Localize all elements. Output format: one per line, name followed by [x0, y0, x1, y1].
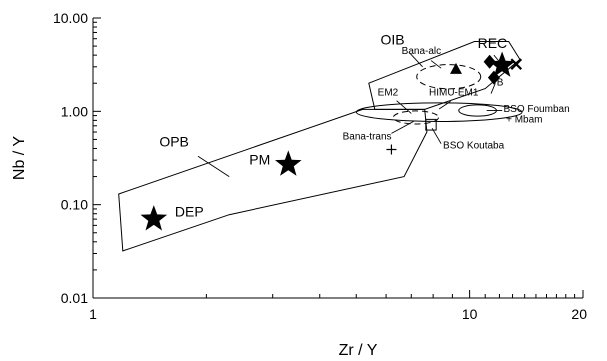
y-tick-label: 10.00: [53, 10, 88, 26]
label-opb: OPB: [159, 133, 189, 149]
x-marker: [510, 58, 523, 70]
label-himu-em1: HIMU-EM1: [429, 87, 479, 98]
y-tick-label: 0.10: [61, 197, 88, 213]
triangle-marker: [449, 62, 462, 74]
leader-himu-em1: [438, 100, 451, 110]
x-axis-title: Zr / Y: [339, 342, 378, 359]
label-dep: DEP: [175, 203, 204, 219]
diamond-marker: [487, 70, 500, 85]
label-oib: OIB: [381, 32, 405, 48]
leader-opb: [197, 155, 230, 177]
x-tick-label: 10: [462, 306, 478, 322]
label-mbam: + Mbam: [506, 114, 542, 125]
axes: 10.00 1.00 0.10 0.011 10 20 Zr / Y Nb / Y: [11, 10, 587, 359]
label-b: B: [497, 77, 504, 88]
data-points: [140, 51, 523, 231]
leader-em2: [396, 100, 412, 114]
label-rec: REC: [478, 35, 508, 51]
field-oib: [368, 41, 521, 110]
ellipse-bana-trans: [392, 110, 439, 125]
y-tick-label: 0.01: [61, 290, 88, 306]
leader-rec: [493, 54, 500, 63]
label-bso-foumban: BSO Foumban: [503, 104, 569, 115]
label-pm: PM: [249, 151, 270, 167]
label-em2: EM2: [378, 87, 399, 98]
leader-bso-koutaba: [431, 127, 442, 144]
x-tick-label: 1: [89, 306, 97, 322]
plot-frame: [92, 18, 583, 299]
y-tick-label: 1.00: [61, 103, 88, 119]
label-bana-alc: Bana-alc: [402, 46, 441, 57]
leader-bana-trans: [391, 121, 414, 134]
rectangle-fields: [425, 118, 437, 131]
dep-star-marker: [140, 205, 168, 231]
plus-marker: [386, 144, 397, 155]
leader-oib: [408, 51, 423, 68]
leader-b: [490, 83, 496, 94]
label-bana-trans: Bana-trans: [343, 131, 392, 142]
label-bso-koutaba: BSO Koutaba: [443, 140, 505, 151]
y-axis-title: Nb / Y: [11, 136, 28, 181]
annotation-labels: OPB OIB REC PM DEP Bana-alc EM2 HIMU-EM1 B BSO Fo…: [159, 32, 569, 220]
leader-bana-alc: [430, 60, 442, 69]
rect-bso-koutaba: [425, 118, 437, 131]
rec-star-marker: [488, 51, 516, 77]
ellipse-himu-em1: [355, 102, 523, 122]
leader-lines: [197, 51, 503, 177]
x-tick-label: 20: [571, 306, 587, 322]
pm-star-marker: [275, 150, 302, 176]
diamond-marker: [483, 54, 496, 69]
ellipse-bana-alc: [416, 64, 482, 90]
